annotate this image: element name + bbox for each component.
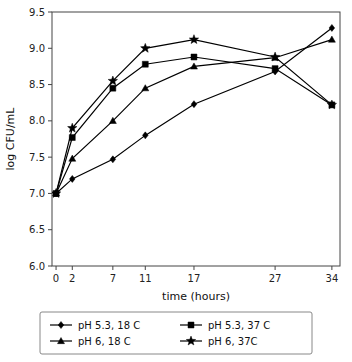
y-tick-label: 9.5 [29, 7, 45, 18]
x-tick [193, 266, 194, 270]
x-axis-label: time (hours) [162, 290, 230, 303]
legend-label: pH 5.3, 18 C [78, 320, 140, 331]
y-tick [48, 157, 52, 158]
marker [110, 85, 116, 91]
marker [141, 43, 150, 52]
x-tick-label: 27 [269, 273, 282, 284]
x-tick [56, 266, 57, 270]
y-tick-label: 8.5 [29, 79, 45, 90]
legend-label: pH 6, 18 C [78, 336, 131, 347]
x-tick-label: 7 [110, 273, 116, 284]
x-tick-label: 0 [53, 273, 59, 284]
marker [69, 155, 76, 161]
y-tick [48, 266, 52, 267]
marker [272, 66, 278, 72]
legend-label: pH 6, 37C [208, 336, 257, 347]
x-tick-label: 2 [69, 273, 75, 284]
chart-svg: 6.06.57.07.58.08.59.09.502711172734time … [0, 0, 352, 362]
marker [142, 85, 149, 91]
series-line [56, 40, 332, 194]
y-axis-label: log CFU/mL [4, 107, 17, 171]
marker [52, 189, 61, 198]
plot-area [52, 24, 337, 197]
y-tick [48, 84, 52, 85]
marker [191, 101, 197, 108]
y-tick-label: 6.5 [29, 224, 45, 235]
series-line [56, 40, 332, 194]
x-tick-label: 17 [188, 273, 201, 284]
y-tick [48, 229, 52, 230]
marker [68, 123, 77, 132]
marker [69, 175, 75, 182]
marker [328, 36, 335, 42]
x-tick [72, 266, 73, 270]
y-tick-label: 7.5 [29, 152, 45, 163]
marker [189, 35, 198, 44]
x-tick-label: 11 [139, 273, 152, 284]
marker [108, 76, 117, 85]
legend-box [40, 312, 312, 354]
legend: pH 5.3, 18 C pH 5.3, 37 C pH 6, 18 C pH 6, … [40, 312, 312, 354]
y-tick-label: 9.0 [29, 43, 45, 54]
legend-marker [58, 338, 65, 344]
y-tick [48, 193, 52, 194]
marker [327, 100, 336, 109]
y-tick [48, 120, 52, 121]
marker [110, 156, 116, 163]
marker [270, 52, 279, 61]
legend-label: pH 5.3, 37 C [208, 320, 270, 331]
y-tick-label: 8.0 [29, 115, 45, 126]
x-tick [331, 266, 332, 270]
x-tick [112, 266, 113, 270]
marker [142, 61, 148, 67]
marker [142, 132, 148, 139]
series-line [56, 28, 332, 193]
x-tick [275, 266, 276, 270]
y-tick-label: 6.0 [29, 261, 45, 272]
marker [191, 54, 197, 60]
marker [109, 117, 116, 123]
marker [190, 63, 197, 69]
y-tick [48, 48, 52, 49]
y-tick [48, 12, 52, 13]
y-tick-label: 7.0 [29, 188, 45, 199]
series-line [56, 57, 332, 193]
x-tick-label: 34 [326, 273, 339, 284]
x-tick [145, 266, 146, 270]
legend-marker [186, 336, 195, 345]
marker [329, 24, 335, 31]
legend-marker [188, 322, 194, 328]
plot-frame [52, 12, 340, 266]
chart-container: 6.06.57.07.58.08.59.09.502711172734time … [0, 0, 352, 362]
legend-marker [58, 322, 64, 329]
